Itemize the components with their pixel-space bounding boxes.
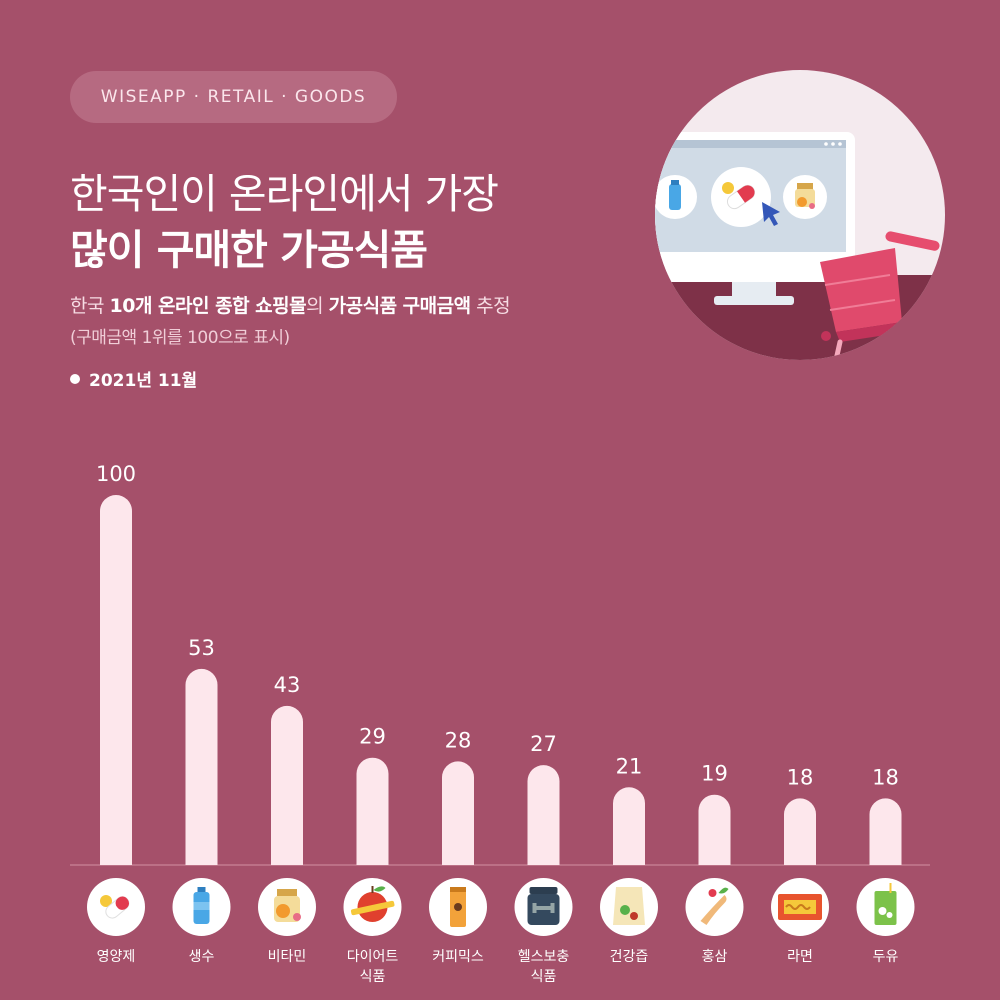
category-label: 건강즙 (610, 949, 649, 965)
bar (356, 757, 389, 865)
water-bottle-icon (193, 887, 210, 924)
value-label: 100 (96, 462, 136, 486)
value-label: 43 (274, 673, 301, 697)
category-label: 영양제 (97, 949, 136, 965)
category-label: 식품 (360, 969, 386, 985)
bullet-dot (70, 373, 80, 384)
value-label: 18 (787, 765, 814, 789)
vitamin-jar-icon (274, 889, 301, 922)
category-label: 헬스보충 (518, 949, 570, 965)
value-label: 19 (701, 762, 728, 786)
bar (100, 495, 132, 865)
bar (613, 787, 645, 865)
source-tag: WISEAPP · RETAIL · GOODS (70, 71, 397, 123)
bar (869, 798, 902, 865)
value-label: 27 (530, 732, 557, 756)
soy-milk-carton-icon (874, 883, 897, 925)
category-label: 식품 (531, 969, 557, 985)
category-label: 비타민 (268, 949, 307, 965)
bar (698, 794, 731, 865)
page-title-line2: 많이 구매한 가공식품 (70, 226, 428, 274)
category-label: 홍삼 (702, 949, 728, 965)
bar (527, 765, 560, 865)
category-label: 라면 (787, 949, 813, 965)
pill-icon (100, 895, 130, 919)
subtitle: 한국 10개 온라인 종합 쇼핑몰의 가공식품 구매금액 추정 (70, 295, 511, 317)
health-juice-pouch-icon (613, 887, 645, 925)
red-ginseng-icon (700, 887, 729, 925)
subtitle-note: (구매금액 1위를 100으로 표시) (70, 328, 290, 348)
category-label: 두유 (873, 949, 899, 965)
ramen-pack-icon (778, 894, 822, 920)
category-label: 다이어트 (347, 949, 399, 965)
online-shopping-illustration (655, 70, 945, 360)
value-label: 28 (445, 728, 472, 752)
category-label: 생수 (189, 949, 215, 965)
bar (784, 798, 816, 865)
protein-tub-icon (527, 887, 560, 925)
diet-apple-icon (350, 886, 395, 922)
bar (271, 705, 303, 865)
category-label: 커피믹스 (432, 949, 484, 965)
bar (442, 761, 474, 865)
value-label: 53 (188, 636, 215, 660)
value-label: 21 (616, 754, 643, 778)
date-label: 2021년 11월 (70, 366, 197, 391)
bar (185, 668, 218, 865)
page-title-line1: 한국인이 온라인에서 가장 (70, 170, 499, 218)
value-label: 18 (872, 765, 899, 789)
value-label: 29 (359, 725, 386, 749)
coffee-stick-icon (450, 887, 466, 927)
